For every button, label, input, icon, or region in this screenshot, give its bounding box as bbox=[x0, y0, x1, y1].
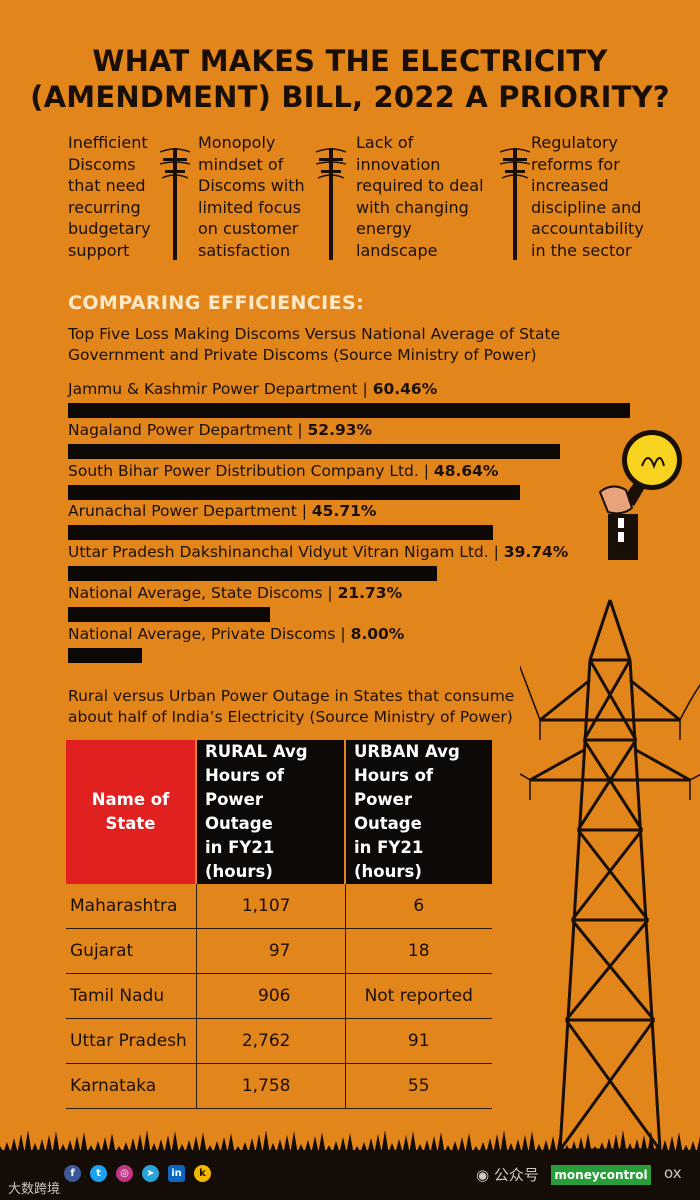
bar bbox=[68, 525, 493, 541]
bar-category: National Average, Private Discoms | bbox=[68, 624, 351, 643]
rural-hours: 2,762 bbox=[196, 1018, 346, 1064]
bar-category: Jammu & Kashmir Power Department | bbox=[68, 380, 373, 398]
rural-hours: 906 bbox=[196, 973, 346, 1019]
state-name: Gujarat bbox=[66, 928, 197, 974]
column-header-rural: RURAL Avg Hours of Power Outage in FY21 … bbox=[196, 740, 346, 884]
bar-value-label: 39.74% bbox=[503, 543, 569, 562]
bar bbox=[68, 484, 520, 500]
bar-label: National Average, State Discoms | 21.73% bbox=[68, 584, 402, 602]
outage-table: Name of State RURAL Avg Hours of Power O… bbox=[66, 740, 492, 1109]
bar bbox=[68, 566, 437, 582]
reason-1: Inefficient Discoms that need recurring bud… bbox=[68, 133, 151, 260]
state-name: Uttar Pradesh bbox=[66, 1018, 197, 1064]
rural-hours: 1,758 bbox=[196, 1063, 346, 1109]
bar-category: Arunachal Power Department | bbox=[68, 502, 312, 521]
lightbulb-icon bbox=[598, 430, 682, 560]
rural-hours: 1,107 bbox=[196, 884, 346, 929]
table-row: Tamil Nadu 906 Not reported bbox=[66, 973, 492, 1019]
table-row: Karnataka 1,758 55 bbox=[66, 1063, 492, 1109]
state-name: Maharashtra bbox=[66, 884, 197, 929]
bar bbox=[68, 443, 560, 459]
instagram-icon[interactable]: ◎ bbox=[116, 1165, 133, 1182]
moneycontrol-logo: moneycontrol bbox=[551, 1165, 651, 1185]
bar-chart-title: Top Five Loss Making Discoms Versus Nati… bbox=[68, 325, 561, 364]
grass-silhouette bbox=[0, 1130, 700, 1152]
page-title-line-1: WHAT MAKES THE ELECTRICITY bbox=[92, 44, 608, 78]
bar-label: Nagaland Power Department | 52.93% bbox=[68, 421, 372, 439]
bar bbox=[68, 647, 142, 663]
table-row: Uttar Pradesh 2,762 91 bbox=[66, 1018, 492, 1064]
reason-4: Regulatory reforms for increased disciplin… bbox=[531, 133, 644, 260]
watermark-right: ◉ 公众号 bbox=[476, 1166, 539, 1184]
linkedin-icon[interactable]: in bbox=[168, 1165, 185, 1182]
bar-value-label: 45.71% bbox=[311, 502, 377, 521]
bar bbox=[68, 607, 270, 622]
koo-icon[interactable]: k bbox=[194, 1165, 211, 1182]
column-header-state: Name of State bbox=[66, 740, 197, 884]
telegram-icon[interactable]: ➤ bbox=[142, 1165, 159, 1182]
state-name: Tamil Nadu bbox=[66, 973, 197, 1019]
reason-2: Monopoly mindset of Discoms with limited f… bbox=[198, 133, 305, 260]
bar-category: Uttar Pradesh Dakshinanchal Vidyut Vitra… bbox=[68, 543, 504, 562]
electric-pole-icon bbox=[160, 148, 190, 260]
watermark-tail: ox bbox=[664, 1164, 682, 1182]
facebook-icon[interactable]: f bbox=[64, 1165, 81, 1182]
bar-value-label: 48.64% bbox=[433, 461, 499, 480]
bar-category: South Bihar Power Distribution Company L… bbox=[68, 461, 434, 480]
bar-label: South Bihar Power Distribution Company L… bbox=[68, 462, 498, 480]
bar-label: Jammu & Kashmir Power Department | 60.46… bbox=[68, 380, 437, 398]
bar-value-label: 8.00% bbox=[350, 624, 405, 643]
urban-hours: 91 bbox=[345, 1018, 492, 1064]
wechat-icon: ◉ bbox=[476, 1166, 490, 1184]
section-heading: COMPARING EFFICIENCIES: bbox=[68, 292, 365, 314]
bar bbox=[68, 403, 630, 418]
twitter-icon[interactable]: t bbox=[90, 1165, 107, 1182]
transmission-tower-icon bbox=[520, 599, 700, 1152]
reason-3: Lack of innovation required to deal with c… bbox=[356, 133, 484, 260]
urban-hours: Not reported bbox=[345, 973, 492, 1019]
electric-pole-icon bbox=[500, 148, 530, 260]
urban-hours: 6 bbox=[345, 884, 492, 929]
watermark-left: 大数跨境 bbox=[8, 1182, 61, 1197]
bar-category: Nagaland Power Department | bbox=[68, 420, 308, 439]
bar-category: National Average, State Discoms | bbox=[68, 584, 338, 602]
table-header-row: Name of State RURAL Avg Hours of Power O… bbox=[66, 740, 492, 884]
bar-value-label: 60.46% bbox=[372, 380, 438, 398]
bar-value-label: 21.73% bbox=[337, 584, 403, 602]
bar-value-label: 52.93% bbox=[307, 420, 373, 439]
electric-pole-icon bbox=[316, 148, 346, 260]
urban-hours: 55 bbox=[345, 1063, 492, 1109]
page-title-line-2: (AMENDMENT) BILL, 2022 A PRIORITY? bbox=[30, 80, 670, 114]
bar-label: National Average, Private Discoms | 8.00… bbox=[68, 625, 404, 643]
urban-hours: 18 bbox=[345, 928, 492, 974]
outage-table-title: Rural versus Urban Power Outage in State… bbox=[68, 687, 515, 726]
state-name: Karnataka bbox=[66, 1063, 197, 1109]
bar-label: Arunachal Power Department | 45.71% bbox=[68, 502, 376, 520]
rural-hours: 97 bbox=[196, 928, 346, 974]
column-header-urban: URBAN Avg Hours of Power Outage in FY21 … bbox=[345, 740, 492, 884]
table-row: Gujarat 97 18 bbox=[66, 928, 492, 974]
table-row: Maharashtra 1,107 6 bbox=[66, 884, 492, 929]
bar-label: Uttar Pradesh Dakshinanchal Vidyut Vitra… bbox=[68, 543, 568, 561]
